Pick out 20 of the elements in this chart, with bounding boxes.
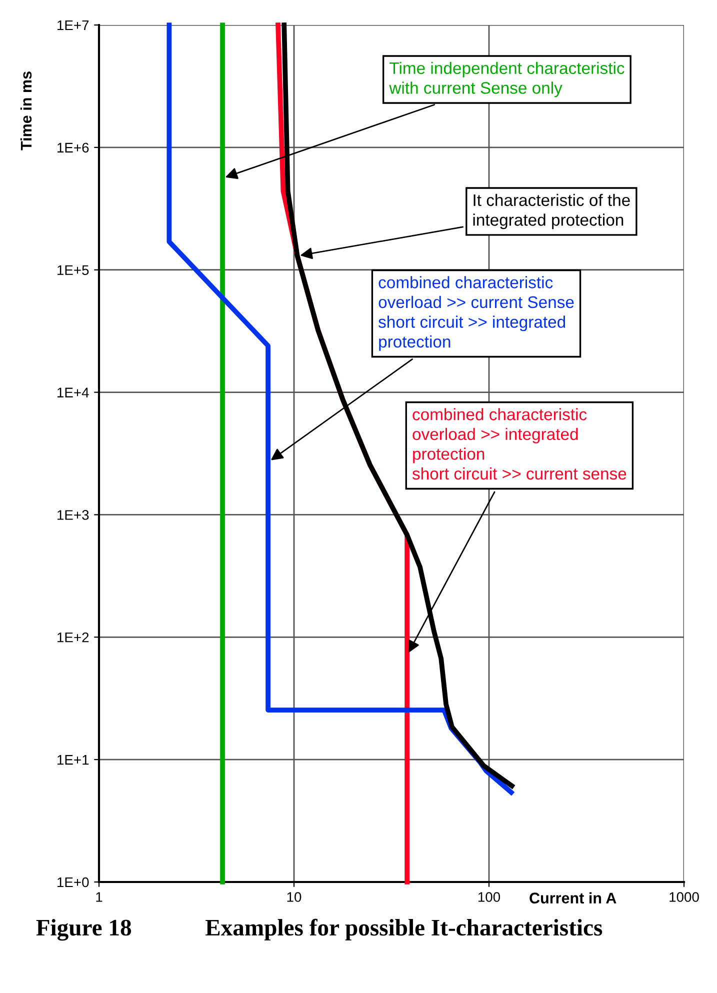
x-tick-label: 10: [287, 892, 302, 902]
annotation: combined characteristic overload >> current Sense short circuit >> integrated protection: [378, 276, 574, 351]
y-tick-label: 1E+0: [58, 877, 89, 888]
text: Examples for possible It-characteristics: [205, 918, 602, 940]
y-tick-label: 1E+2: [58, 632, 89, 642]
annotation: It characteristic of the integrated protection: [473, 194, 630, 230]
annotation: Time independent characteristic with current Sense only: [389, 62, 624, 98]
x-tick-label: 1000: [670, 892, 699, 902]
y-tick-label: 1E+6: [58, 142, 89, 153]
y-axis-title: Time in ms: [20, 72, 32, 150]
x-tick-label: 100: [478, 892, 500, 902]
annotation: combined characteristic overload >> integrated protection short circuit >> current sense: [412, 408, 626, 480]
y-tick-label: 1E+4: [58, 388, 89, 398]
y-tick-label: 1E+1: [58, 755, 89, 765]
y-tick-label: 1E+3: [58, 510, 89, 520]
y-tick-label: 1E+7: [58, 20, 89, 30]
text: Figure 18: [36, 919, 132, 941]
x-axis-title: Current in A: [530, 892, 616, 904]
y-tick-label: 1E+5: [58, 265, 89, 276]
x-tick-label: 1: [96, 892, 102, 902]
